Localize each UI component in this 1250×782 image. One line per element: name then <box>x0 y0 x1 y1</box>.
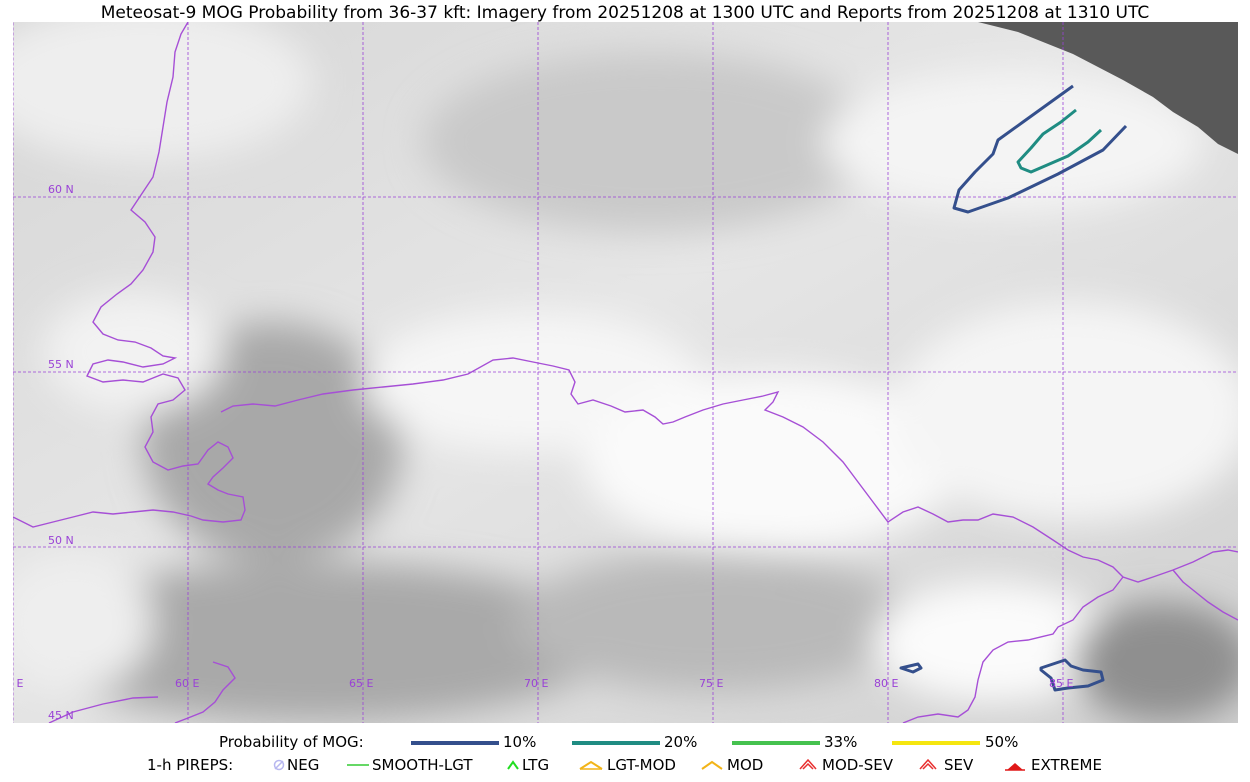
prob-50-swatch <box>892 741 980 745</box>
lon-labels: 55 E 60 E 65 E 70 E 75 E 80 E 85 E <box>13 677 1073 690</box>
lat-label-45n: 45 N <box>48 709 74 722</box>
pirep-legend-row: 1-h PIREPS: NEG SMOOTH-LGT LTG LGT-MOD M… <box>0 756 1250 776</box>
pirep-smooth-lgt-label: SMOOTH-LGT <box>372 756 473 774</box>
prob-10-swatch <box>411 741 499 745</box>
lgt-mod-icon <box>579 760 603 770</box>
pirep-ltg-label: LTG <box>522 756 550 774</box>
pirep-neg-label: NEG <box>287 756 320 774</box>
prob-33-label: 33% <box>824 733 858 751</box>
pirep-legend-title: 1-h PIREPS: <box>147 756 234 774</box>
lat-labels: 60 N 55 N 50 N 45 N <box>48 183 74 722</box>
prob-50-label: 50% <box>985 733 1019 751</box>
neg-icon <box>273 759 285 771</box>
pirep-mod-label: MOD <box>727 756 764 774</box>
probability-legend-title: Probability of MOG: <box>219 733 364 751</box>
page-title: Meteosat-9 MOG Probability from 36-37 kf… <box>100 3 1150 23</box>
mog-contour-10pct <box>899 84 1128 692</box>
prob-20-label: 20% <box>664 733 698 751</box>
lon-label-65e: 65 E <box>349 677 373 690</box>
pirep-lgt-mod-label: LGT-MOD <box>607 756 676 774</box>
ltg-icon <box>507 760 519 770</box>
pirep-sev-label: SEV <box>944 756 974 774</box>
probability-legend-row: Probability of MOG: 10% 20% 33% 50% <box>0 733 1250 753</box>
lat-label-60n: 60 N <box>48 183 74 196</box>
mog-contour-20pct <box>1016 108 1103 174</box>
sev-icon <box>919 758 937 770</box>
prob-20-swatch <box>572 741 660 745</box>
prob-10-label: 10% <box>503 733 537 751</box>
lon-label-80e: 80 E <box>874 677 898 690</box>
pirep-mod-sev-label: MOD-SEV <box>822 756 893 774</box>
lat-label-50n: 50 N <box>48 534 74 547</box>
country-borders <box>13 22 1238 723</box>
lon-label-55e: 55 E <box>13 677 23 690</box>
smooth-lgt-icon <box>347 764 369 766</box>
lat-label-55n: 55 N <box>48 358 74 371</box>
satellite-map[interactable]: 60 N 55 N 50 N 45 N 55 E 60 E 65 E 70 E … <box>13 22 1238 723</box>
lat-lon-grid <box>13 22 1238 723</box>
mod-sev-icon <box>799 758 817 770</box>
lon-label-60e: 60 E <box>175 677 199 690</box>
mod-icon <box>701 760 723 770</box>
prob-33-swatch <box>732 741 820 745</box>
lon-label-85e: 85 E <box>1049 677 1073 690</box>
no-data-region <box>978 22 1238 154</box>
lon-label-70e: 70 E <box>524 677 548 690</box>
pirep-extreme-label: EXTREME <box>1031 756 1102 774</box>
extreme-icon <box>1005 763 1025 771</box>
lon-label-75e: 75 E <box>699 677 723 690</box>
legend: Probability of MOG: 10% 20% 33% 50% 1-h … <box>0 730 1250 782</box>
